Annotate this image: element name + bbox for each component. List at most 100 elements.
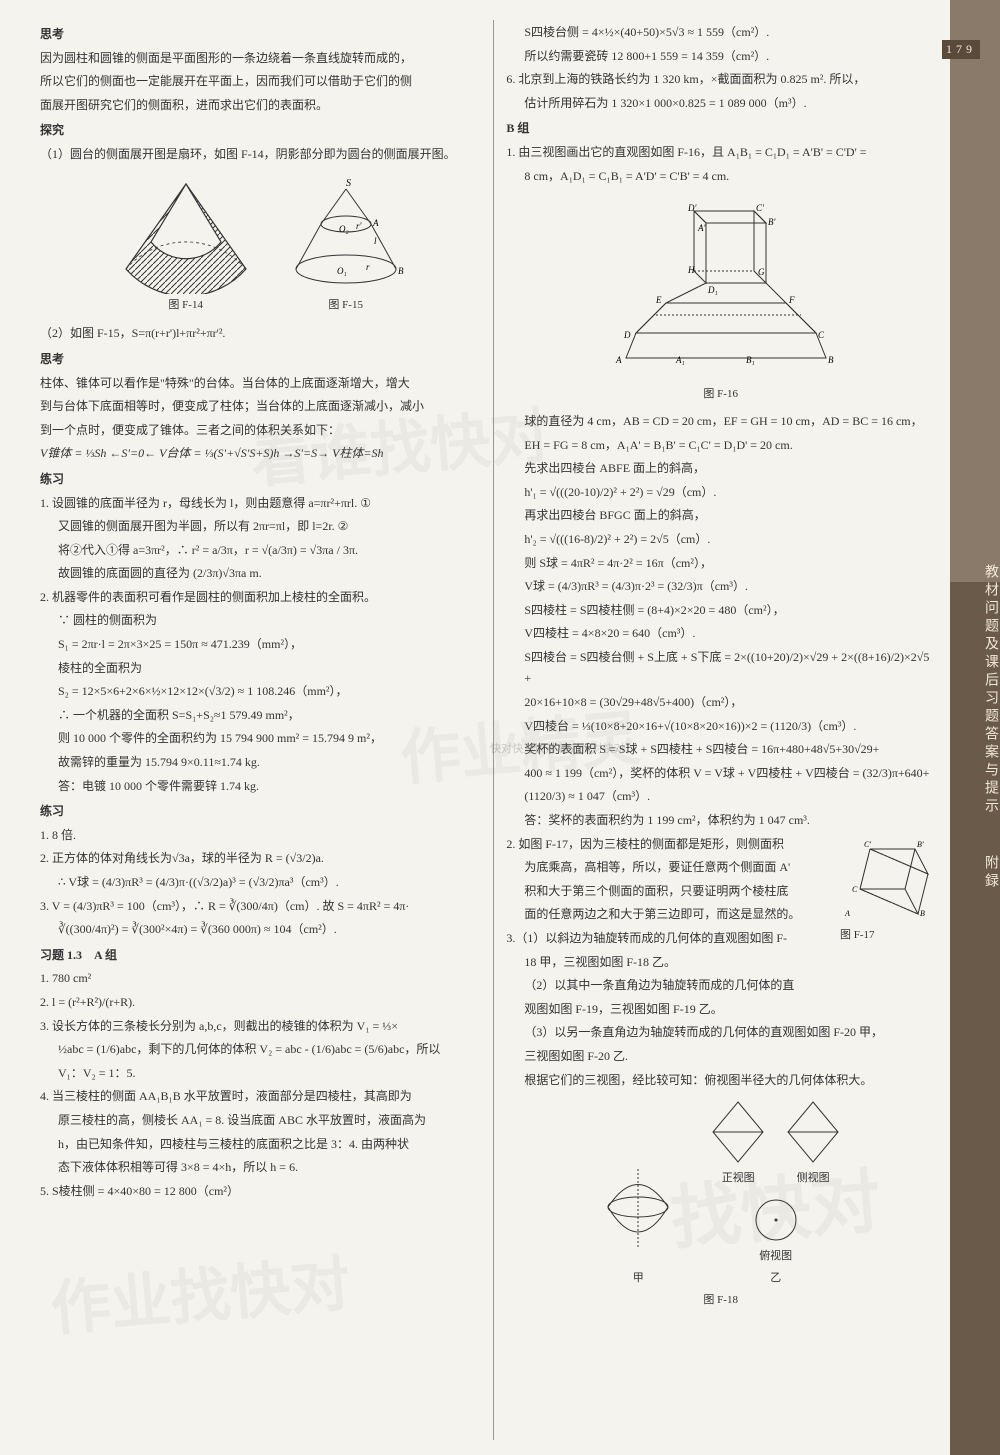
text: 1. 由三视图画出它的直观图如图 F-16，且 A₁B₁ = C₁D₁ = A'…: [506, 142, 935, 164]
text: 3. V = (4/3)πR³ = 100（cm³），∴ R = ∛(300/4…: [40, 896, 481, 918]
text: 原三棱柱的高，侧棱长 AA₁ = 8. 设当底面 ABC 水平放置时，液面高为: [40, 1110, 481, 1132]
label-yi: 乙: [708, 1269, 843, 1289]
sidebar-section: 附録: [983, 855, 998, 891]
text: 18 甲，三视图如图 F-18 乙。: [506, 952, 935, 974]
svg-text:S: S: [346, 178, 351, 189]
figure-label: 图 F-18: [506, 1291, 935, 1311]
text: 20×16+10×8 = (30√29+48√5+400)（cm²），: [506, 692, 935, 714]
text: 1. 8 倍.: [40, 825, 481, 847]
svg-text:C: C: [818, 330, 825, 340]
figure-label: 图 F-17: [840, 926, 935, 946]
svg-text:D₁: D₁: [707, 285, 718, 295]
text: ∴ V球 = (4/3)πR³ = (4/3)π·((√3/2)a)³ = (√…: [40, 872, 481, 894]
svg-text:l: l: [374, 236, 377, 246]
svg-text:F: F: [788, 295, 795, 305]
text: 5. S棱柱侧 = 4×40×80 = 12 800（cm²）: [40, 1181, 481, 1203]
text: 所以约需要瓷砖 12 800+1 559 = 14 359（cm²）.: [506, 46, 935, 68]
svg-text:B: B: [828, 355, 834, 365]
text: 面展开图研究它们的侧面积，进而求出它们的表面积。: [40, 95, 481, 117]
text: 6. 北京到上海的铁路长约为 1 320 km，×截面面积为 0.825 m².…: [506, 69, 935, 91]
sidebar-text: 教材问题及课后习题答案与提示: [983, 564, 998, 816]
text: 根据它们的三视图，经比较可知：俯视图半径大的几何体体积大。: [506, 1070, 935, 1092]
text: 因为圆柱和圆锥的侧面是平面图形的一条边绕着一条直线旋转而成的，: [40, 48, 481, 70]
svg-text:C': C': [864, 840, 871, 849]
heading-lianxi1: 练习: [40, 469, 481, 491]
heading-sikao1: 思考: [40, 24, 481, 46]
text: ∴ 一个机器的全面积 S=S₁+S₂≈1 579.49 mm²，: [40, 705, 481, 727]
figure-f17: C' B' C B A 图 F-17: [840, 834, 935, 946]
text: （3）以另一条直角边为轴旋转而成的几何体的直观图如图 F-20 甲，: [506, 1022, 935, 1044]
formula: V锥体 = ⅓Sh ←S'=0← V台体 = ⅓(S'+√S'S+S)h →S'…: [40, 443, 481, 465]
text: 球的直径为 4 cm，AB = CD = 20 cm，EF = GH = 10 …: [506, 411, 935, 433]
text: 又圆锥的侧面展开图为半圆，所以有 2πr=πl，即 l=2r. ②: [40, 516, 481, 538]
text: 8 cm，A₁D₁ = C₁B₁ = A'D' = C'B' = 4 cm.: [506, 166, 935, 188]
text: S四棱台 = S四棱台侧 + S上底 + S下底 = 2×((10+20)/2)…: [506, 647, 935, 690]
figure-f18: 甲 正视图: [506, 1097, 935, 1310]
text: 三视图如图 F-20 乙.: [506, 1046, 935, 1068]
svg-text:A₁: A₁: [675, 355, 685, 365]
page-content: 思考 因为圆柱和圆锥的侧面是平面图形的一条边绕着一条直线旋转而成的， 所以它们的…: [0, 0, 950, 1455]
text: 观图如图 F-19，三视图如图 F-19 乙。: [506, 999, 935, 1021]
watermark-small: 快对快对快对 快对快对快对: [490, 740, 625, 756]
text: 态下液体体积相等可得 3×8 = 4×h，所以 h = 6.: [40, 1157, 481, 1179]
text: 1. 设圆锥的底面半径为 r，母线长为 l，则由题意得 a=πr²+πrl. ①: [40, 493, 481, 515]
heading-sikao2: 思考: [40, 349, 481, 371]
text: （1）圆台的侧面展开图是扇环，如图 F-14，阴影部分即为圆台的侧面展开图。: [40, 144, 481, 166]
text: 到与台体下底面相等时，便变成了柱体；当台体的上底面逐渐减小，减小: [40, 396, 481, 418]
text: 答：电镀 10 000 个零件需要锌 1.74 kg.: [40, 776, 481, 798]
figure-f14: 图 F-14: [111, 174, 261, 316]
text: 则 S球 = 4πR² = 4π·2² = 16π（cm²），: [506, 553, 935, 575]
figure-f16: D' C' B' A' H D₁ G E F D C A: [506, 193, 935, 405]
text: S₂ = 12×5×6+2×6×½×12×12×(√3/2) ≈ 1 108.2…: [40, 681, 481, 703]
svg-text:E: E: [655, 295, 662, 305]
text: 2. 机器零件的表面积可看作是圆柱的侧面积加上棱柱的全面积。: [40, 587, 481, 609]
svg-text:B': B': [917, 840, 924, 849]
text: S四棱台侧 = 4×½×(40+50)×5√3 ≈ 1 559（cm²）.: [506, 22, 935, 44]
svg-text:B: B: [398, 266, 404, 276]
svg-text:D': D': [687, 203, 697, 213]
svg-text:r': r': [356, 221, 363, 231]
svg-text:r: r: [366, 262, 370, 272]
label-jia: 甲: [598, 1269, 678, 1289]
svg-text:O₁: O₁: [337, 266, 347, 276]
figure-f18-jia: 甲: [598, 1157, 678, 1289]
svg-text:B: B: [920, 909, 925, 918]
text: 则 10 000 个零件的全面积约为 15 794 900 mm² = 15.7…: [40, 728, 481, 750]
svg-text:A: A: [372, 218, 379, 228]
svg-text:O₂: O₂: [339, 224, 349, 234]
text: 将②代入①得 a=3πr²，∴ r² = a/3π，r = √(a/3π) = …: [40, 540, 481, 562]
text: EH = FG = 8 cm，A₁A' = B₁B' = C₁C' = D₁D'…: [506, 435, 935, 457]
figure-label: 图 F-15: [281, 296, 411, 316]
svg-text:A: A: [615, 355, 622, 365]
label-fu: 俯视图: [708, 1247, 843, 1267]
heading-tanjiu: 探究: [40, 120, 481, 142]
text: (1120/3) ≈ 1 047（cm³）.: [506, 786, 935, 808]
label-zheng: 正视图: [708, 1169, 768, 1189]
figure-row-14-15: 图 F-14 S A O₂ O₁ B l r' r: [40, 174, 481, 316]
right-column: S四棱台侧 = 4×½×(40+50)×5√3 ≈ 1 559（cm²）. 所以…: [493, 20, 935, 1440]
svg-text:A: A: [844, 909, 850, 918]
text: 柱体、锥体可以看作是"特殊"的台体。当台体的上底面逐渐增大，增大: [40, 373, 481, 395]
text: 所以它们的侧面也一定能展开在平面上，因而我们可以借助于它们的侧: [40, 71, 481, 93]
text: 答：奖杯的表面积约为 1 199 cm²，体积约为 1 047 cm³.: [506, 810, 935, 832]
text: 1. 780 cm²: [40, 968, 481, 990]
figure-f15: S A O₂ O₁ B l r' r 图 F-15: [281, 174, 411, 316]
svg-text:C': C': [756, 203, 765, 213]
svg-text:B₁: B₁: [746, 355, 755, 365]
text: 估计所用碎石为 1 320×1 000×0.825 = 1 089 000（m³…: [506, 93, 935, 115]
text: 400 ≈ 1 199（cm²），奖杯的体积 V = V球 + V四棱柱 + V…: [506, 763, 935, 785]
page-number: 179: [942, 40, 980, 59]
text: ∛((300/4π)²) = ∛(300²×4π) = ∛(360 000π) …: [40, 919, 481, 941]
text: （2）以其中一条直角边为轴旋转而成的几何体的直: [506, 975, 935, 997]
text: 2. 正方体的体对角线长为√3a，球的半径为 R = (√3/2)a.: [40, 848, 481, 870]
figure-f18-yi: 正视图 侧视图: [708, 1097, 843, 1288]
text: S₁ = 2πr·l = 2π×3×25 = 150π ≈ 471.239（mm…: [40, 634, 481, 656]
svg-text:B': B': [768, 217, 776, 227]
text: ∵ 圆柱的侧面积为: [40, 610, 481, 632]
svg-text:C: C: [852, 885, 858, 894]
text: V四棱柱 = 4×8×20 = 640（cm³）.: [506, 623, 935, 645]
text: 2. l = (r²+R²)/(r+R).: [40, 992, 481, 1014]
svg-text:D: D: [623, 330, 631, 340]
text: 先求出四棱台 ABFE 面上的斜高，: [506, 458, 935, 480]
text: 故需锌的重量为 15.794 9×0.11≈1.74 kg.: [40, 752, 481, 774]
